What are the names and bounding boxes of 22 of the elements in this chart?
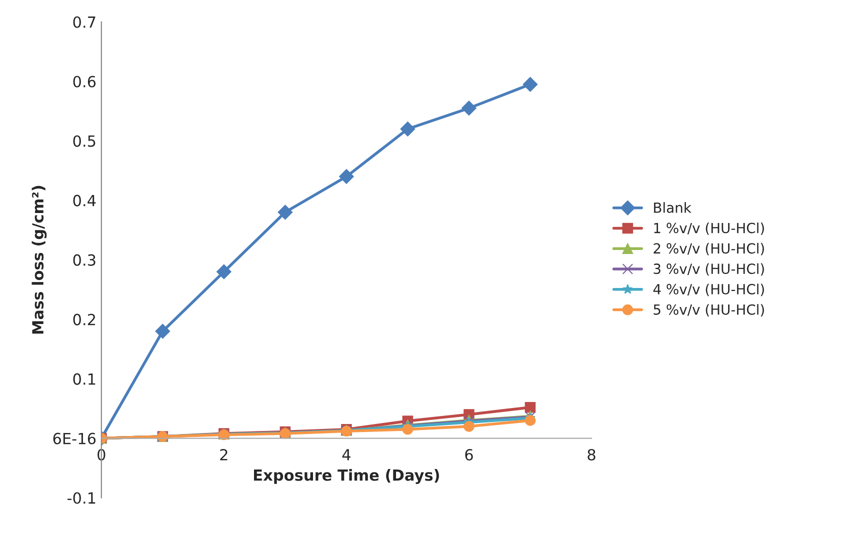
x-tick-label: 2 — [220, 448, 228, 460]
legend-label: 1 %v/v (HU-HCl) — [654, 222, 764, 235]
y-tick-label: 0.4 — [73, 194, 96, 206]
y-tick-label: 6E-16 — [53, 432, 96, 444]
y-axis-title: Mass loss (g/cm²) — [32, 186, 47, 334]
y-tick-label: 0.1 — [73, 373, 96, 385]
legend-label: 3 %v/v (HU-HCl) — [654, 263, 764, 276]
legend-label: 4 %v/v (HU-HCl) — [653, 284, 764, 296]
y-tick-label: 0.7 — [73, 16, 96, 28]
legend-label: 5 %v/v (HU-HCl) — [654, 304, 764, 316]
y-tick-label: -0.1 — [67, 492, 96, 504]
x-tick-label: 0 — [98, 448, 106, 461]
y-tick-label: 0.6 — [73, 76, 96, 88]
legend-label: Blank — [654, 202, 692, 213]
y-tick-label: 0.2 — [73, 314, 96, 326]
legend-label: 2 %v/v (HU-HCl) — [654, 242, 764, 256]
y-tick-label: 0.5 — [73, 135, 96, 147]
x-tick-label: 6 — [465, 448, 473, 461]
x-tick-label: 4 — [342, 449, 350, 460]
y-tick-label: 0.3 — [73, 254, 96, 266]
x-tick-label: 8 — [588, 448, 596, 461]
x-axis-title: Exposure Time (Days) — [254, 469, 439, 484]
